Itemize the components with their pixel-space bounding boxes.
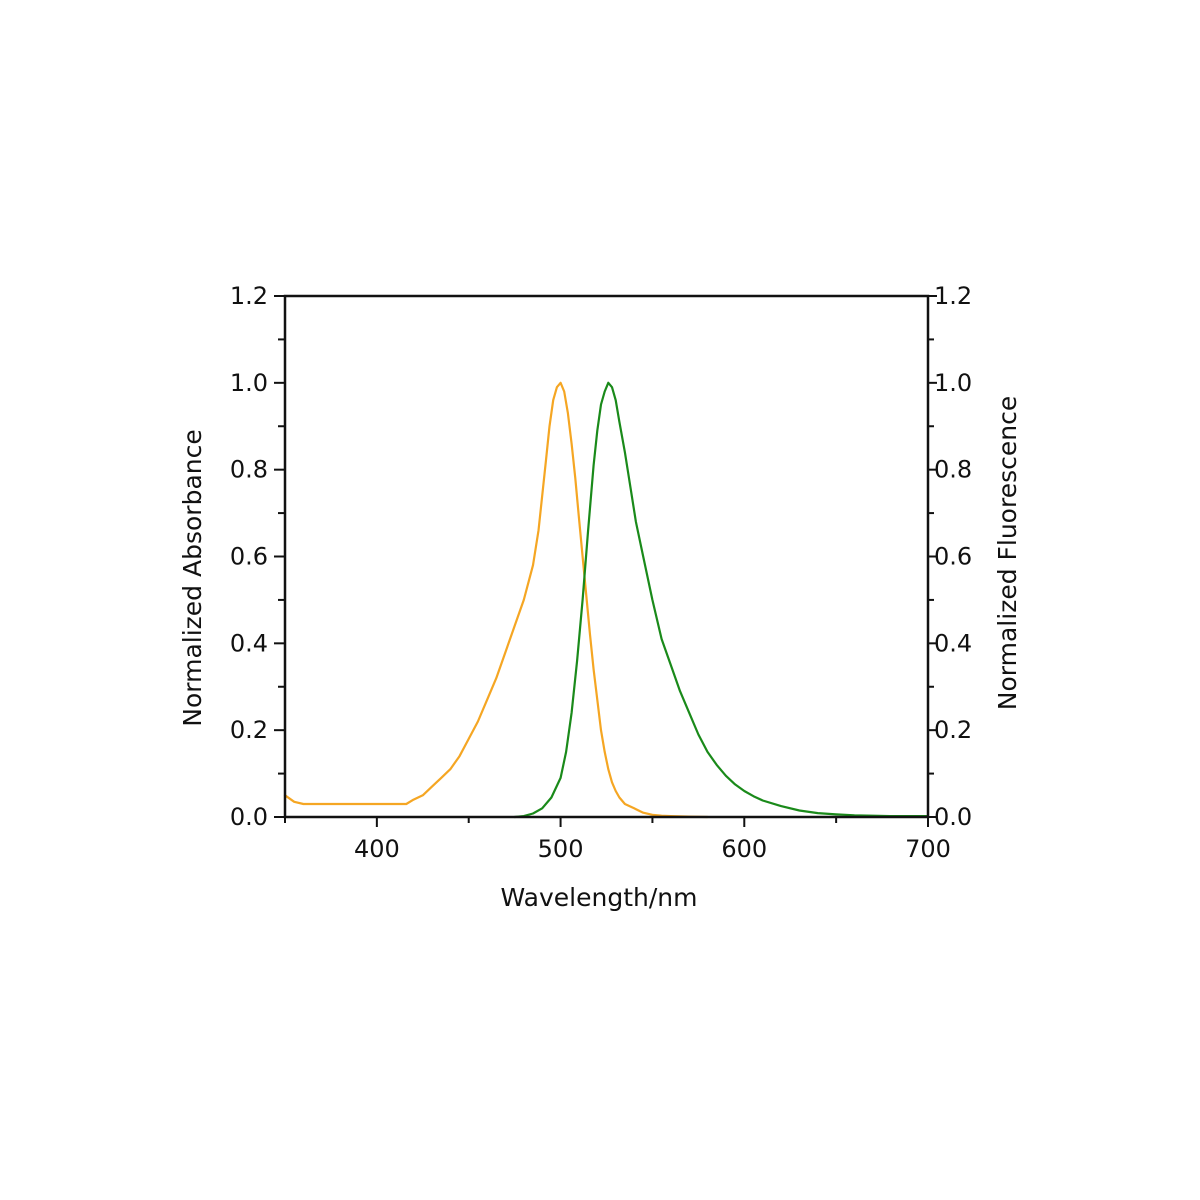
x-tick-label: 500 (538, 835, 584, 863)
right-y-tick-label: 0.4 (934, 629, 972, 657)
right-y-tick-label: 0.0 (934, 803, 972, 831)
tick-labels: 400 500 600 700 0.0 0.0 0.2 0.2 0.4 0.4 0.6 0.6 0.8 0… (230, 282, 972, 863)
right-y-axis-title: Normalized Fluorescence (993, 396, 1022, 710)
right-y-tick-label: 0.2 (934, 716, 972, 744)
plot-frame (283, 294, 930, 819)
left-y-tick-label: 0.6 (230, 543, 268, 571)
left-y-tick-label: 1.0 (230, 369, 268, 397)
left-y-tick-label: 1.2 (230, 282, 268, 310)
x-tick-label: 700 (905, 835, 951, 863)
left-y-axis-title: Normalized Absorbance (178, 429, 207, 726)
x-tick-label: 400 (354, 835, 400, 863)
right-y-tick-label: 1.0 (934, 369, 972, 397)
absorbance-series-line (283, 381, 709, 819)
x-tick-label: 600 (721, 835, 767, 863)
series-layer (283, 381, 930, 819)
left-y-tick-label: 0.4 (230, 629, 268, 657)
left-y-tick-label: 0.2 (230, 716, 268, 744)
fluorescence-series-line (513, 381, 930, 819)
right-y-tick-label: 1.2 (934, 282, 972, 310)
x-axis-title: Wavelength/nm (501, 883, 698, 912)
right-y-tick-label: 0.6 (934, 543, 972, 571)
right-y-axis-ticks (928, 295, 937, 818)
left-y-tick-label: 0.8 (230, 456, 268, 484)
left-y-tick-label: 0.0 (230, 803, 268, 831)
right-y-tick-label: 0.8 (934, 456, 972, 484)
